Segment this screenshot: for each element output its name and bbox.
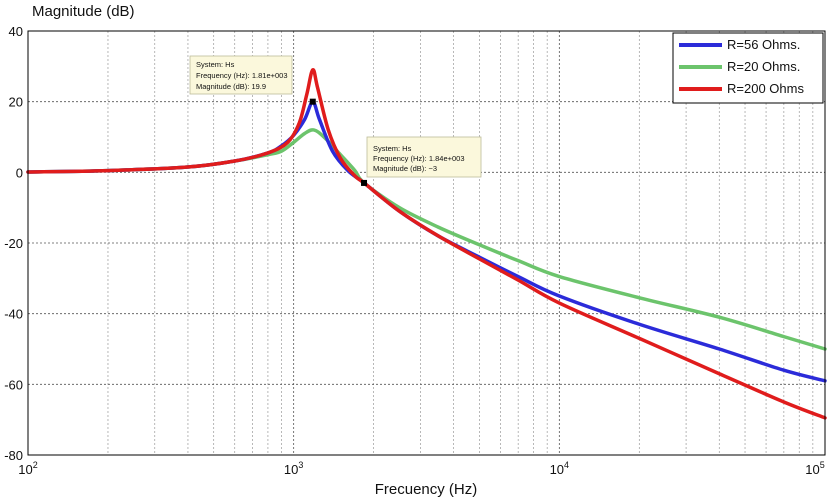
- x-tick-labels: 102 103 104 105: [18, 460, 824, 477]
- datatip-markers: [309, 98, 368, 186]
- legend-label-r56: R=56 Ohms.: [727, 37, 800, 52]
- datatip-marker[interactable]: [361, 179, 368, 186]
- datatip-box: [189, 55, 293, 95]
- y-tick-label: -80: [4, 448, 23, 463]
- legend-entry: R=20 Ohms.: [679, 59, 800, 74]
- legend-entry: R=200 Ohms: [679, 81, 804, 96]
- legend-label-r200: R=200 Ohms: [727, 81, 804, 96]
- series-layer: [26, 68, 827, 420]
- datatip-line: Frequency (Hz): 1.81e+003: [196, 71, 288, 80]
- y-tick-label: -40: [4, 307, 23, 322]
- x-tick-label: 104: [550, 460, 569, 477]
- datatip-peak[interactable]: System: Hs Frequency (Hz): 1.81e+003 Mag…: [189, 55, 293, 95]
- x-tick-label: 102: [18, 460, 37, 477]
- series-line-2: [26, 68, 827, 420]
- datatip-line: System: Hs: [373, 144, 412, 153]
- datatip-line: Magnitude (dB): 19.9: [196, 82, 266, 91]
- datatip-line: Magnitude (dB): −3: [373, 164, 437, 173]
- legend-label-r20: R=20 Ohms.: [727, 59, 800, 74]
- datatip-cutoff[interactable]: System: Hs Frequency (Hz): 1.84e+003 Mag…: [366, 136, 482, 178]
- datatip-marker[interactable]: [309, 98, 316, 105]
- y-tick-label: 0: [16, 165, 23, 180]
- legend: R=56 Ohms. R=20 Ohms. R=200 Ohms: [672, 32, 824, 104]
- x-axis-title: Frecuency (Hz): [375, 481, 478, 498]
- datatip-line: Frequency (Hz): 1.84e+003: [373, 154, 465, 163]
- plot-frame: [27, 30, 826, 456]
- y-axis-title: Magnitude (dB): [32, 3, 135, 20]
- datatip-box: [366, 136, 482, 178]
- legend-entry: R=56 Ohms.: [679, 37, 800, 52]
- y-tick-labels: 40 20 0 -20 -40 -60 -80: [4, 24, 23, 463]
- x-tick-label: 103: [284, 460, 303, 477]
- y-tick-label: -60: [4, 377, 23, 392]
- y-tick-label: 20: [9, 95, 23, 110]
- y-tick-label: -20: [4, 236, 23, 251]
- datatip-line: System: Hs: [196, 60, 235, 69]
- x-tick-label: 105: [805, 460, 824, 477]
- y-tick-label: 40: [9, 24, 23, 39]
